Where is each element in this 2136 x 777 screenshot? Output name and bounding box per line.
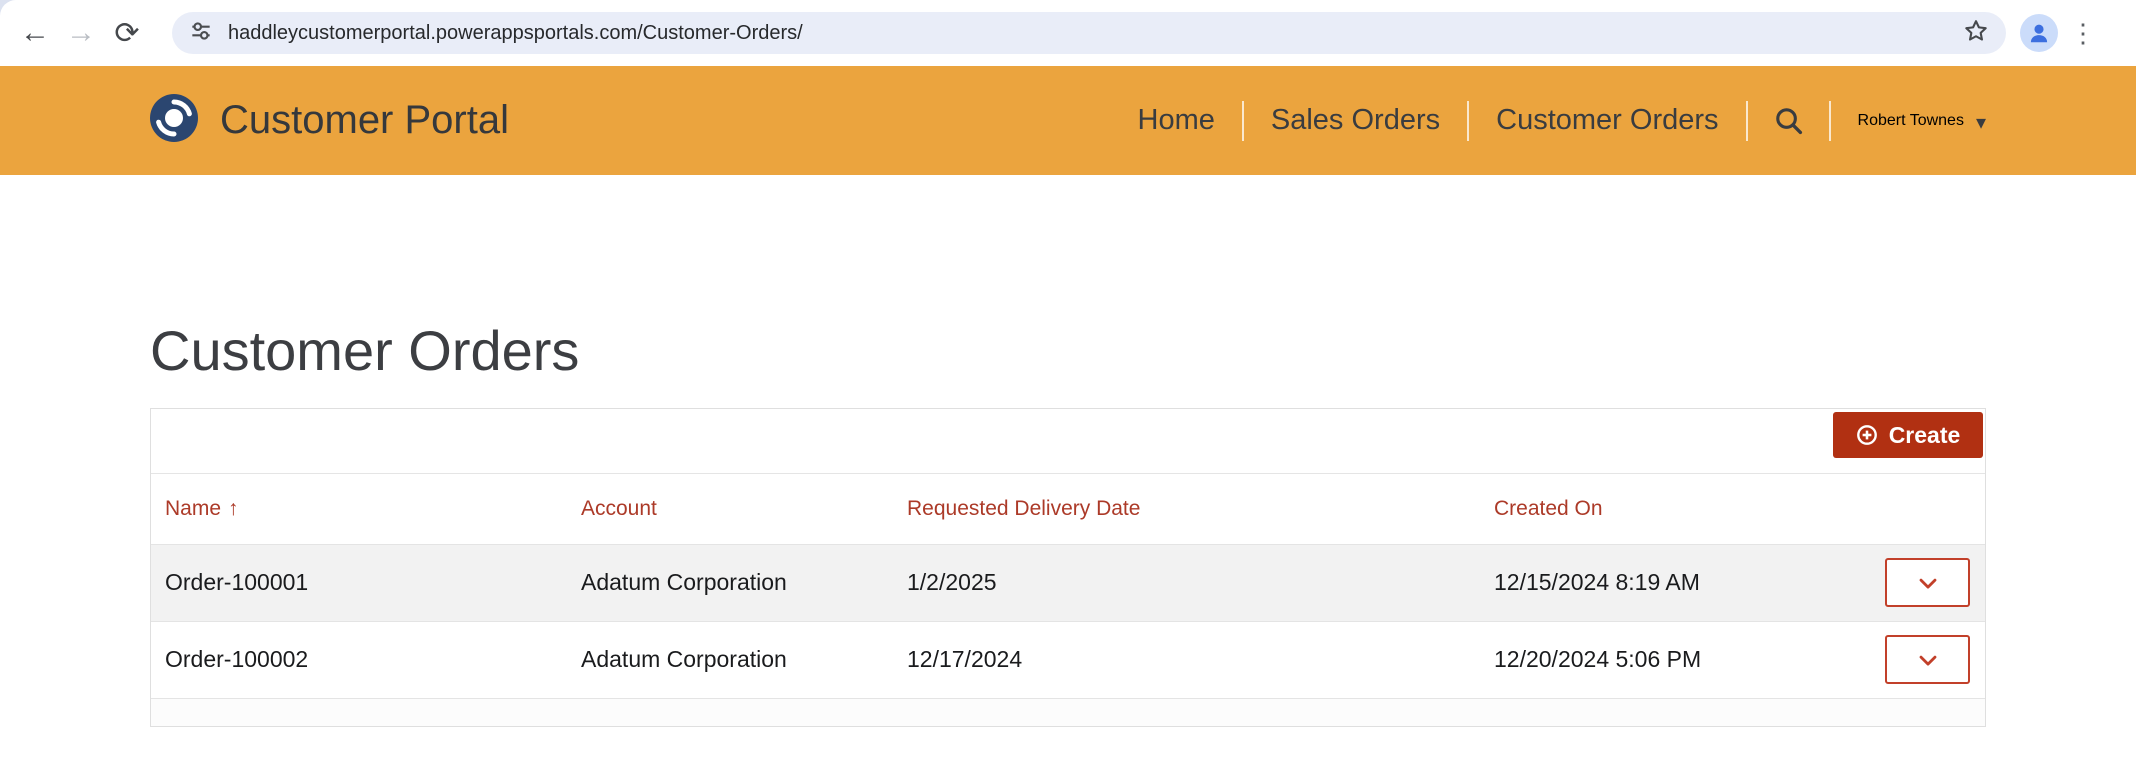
bookmark-star-icon[interactable] [1962,17,1990,50]
column-header-requested-delivery-date[interactable]: Requested Delivery Date [907,496,1141,520]
create-button-label: Create [1888,421,1961,448]
column-header-account[interactable]: Account [581,496,657,520]
browser-reload-icon[interactable]: ⟳ [114,16,140,50]
row-actions-dropdown-button[interactable] [1885,558,1970,608]
orders-table: Name ↑ Account Requested Delivery Date Cr… [151,474,1985,699]
browser-menu-icon[interactable]: ⋮ [2070,17,2096,48]
page-title: Customer Orders [150,319,580,382]
profile-avatar[interactable] [2020,14,2058,52]
cell-name: Order-100002 [151,621,567,699]
address-bar[interactable]: haddleycustomerportal.powerappsportals.c… [172,12,2006,54]
cell-account: Adatum Corporation [567,544,893,622]
cell-requested-delivery-date: 1/2/2025 [893,544,1480,622]
column-header-created-on[interactable]: Created On [1494,496,1603,520]
browser-actions: ⋮ [2020,14,2098,52]
nav-separator [1467,100,1470,141]
plus-circle-icon [1856,424,1878,446]
nav-item-sales-orders[interactable]: Sales Orders [1270,104,1441,136]
table-row: Order-100001 Adatum Corporation 1/2/2025… [151,544,1985,622]
main-content: Customer Orders Create [0,317,2136,727]
browser-toolbar: ← → ⟳ haddleycustomerportal.powerappspor… [0,0,2136,66]
chevron-down-icon [1919,655,1936,666]
nav-separator [1745,100,1748,141]
orders-panel: Create Name ↑ Account Requested Delivery … [150,408,1986,727]
cell-created-on: 12/15/2024 8:19 AM [1480,544,1840,622]
portal-nav: Home Sales Orders Customer Orders Robert… [1111,100,1986,141]
table-row: Order-100002 Adatum Corporation 12/17/20… [151,621,1985,699]
nav-separator [1828,100,1831,141]
portal-header: Customer Portal Home Sales Orders Custom… [0,66,2136,175]
table-header-row: Name ↑ Account Requested Delivery Date Cr… [151,474,1985,545]
user-name: Robert Townes [1857,111,1964,129]
cell-name: Order-100001 [151,544,567,622]
url-input[interactable]: haddleycustomerportal.powerappsportals.c… [228,21,803,44]
column-header-name[interactable]: Name [165,496,222,520]
browser-back-icon[interactable]: ← [20,16,50,49]
site-settings-icon[interactable] [188,18,214,49]
nav-item-home[interactable]: Home [1137,104,1215,136]
cell-account: Adatum Corporation [567,621,893,699]
nav-item-customer-orders[interactable]: Customer Orders [1496,104,1719,136]
create-button[interactable]: Create [1833,412,1983,459]
table-footer [151,698,1985,726]
brand-title: Customer Portal [220,98,509,142]
brand-home-link[interactable]: Customer Portal [150,94,509,147]
grid-toolbar: Create [151,409,1985,475]
chevron-down-icon [1919,578,1936,589]
browser-forward-icon[interactable]: → [66,16,96,49]
search-icon[interactable] [1748,105,1829,136]
user-menu[interactable]: Robert Townes ▾ [1831,106,1986,135]
caret-down-icon: ▾ [1975,112,1986,134]
sort-ascending-icon: ↑ [228,496,239,520]
portal-logo-icon [150,94,198,147]
cell-requested-delivery-date: 12/17/2024 [893,621,1480,699]
cell-created-on: 12/20/2024 5:06 PM [1480,621,1840,699]
row-actions-dropdown-button[interactable] [1885,635,1970,685]
nav-separator [1241,100,1244,141]
